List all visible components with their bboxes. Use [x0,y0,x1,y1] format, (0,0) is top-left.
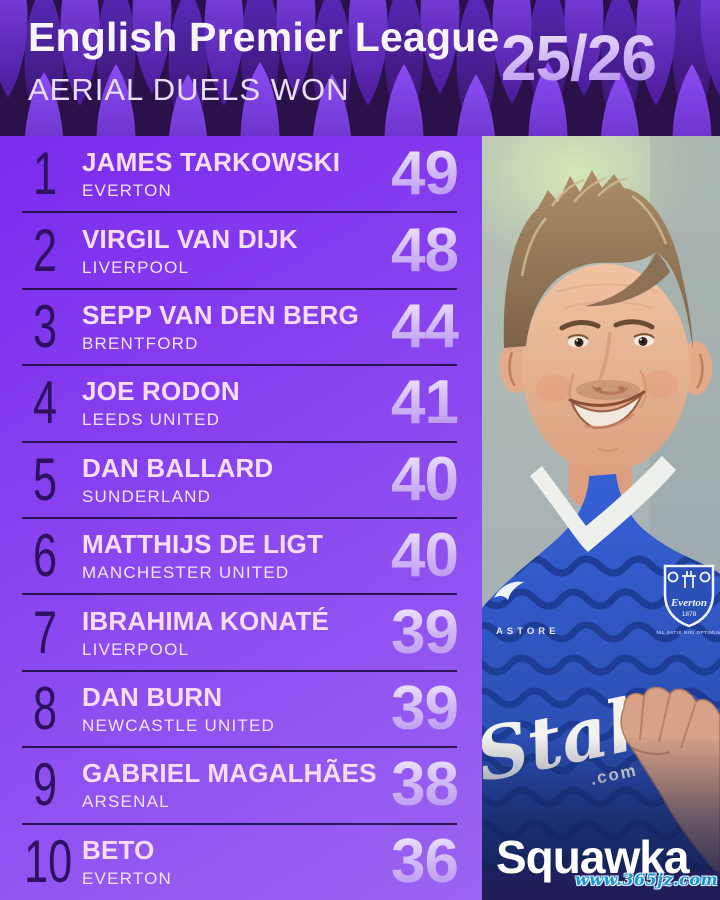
stat-value: 40 [391,525,482,587]
player-name: BETO [82,834,155,865]
table-row: 10 BETO EVERTON 36 [0,824,482,900]
rank-number: 3 [32,293,58,361]
player-name: IBRAHIMA KONATÉ [82,605,330,636]
club-name: NEWCASTLE UNITED [82,716,275,736]
row-divider [22,364,457,367]
svg-text:ASTORE: ASTORE [496,626,559,637]
player-photo: ASTORE Everton 1878 NIL SATIS NISI OPTIM… [482,136,720,900]
player-eyes [559,319,655,348]
stat-value: 40 [391,448,482,511]
player-name: SEPP VAN DEN BERG [82,300,359,331]
season-label: 25/26 [500,22,657,94]
player-name: JAMES TARKOWSKI [82,147,341,178]
row-divider [22,746,457,749]
row-divider [22,822,457,825]
stat-value: 41 [391,372,482,434]
rank-number: 8 [32,675,58,743]
stat-subtitle: AERIAL DUELS WON [28,72,350,107]
stat-value: 38 [391,754,482,816]
player-name: GABRIEL MAGALHÃES [82,758,377,789]
player-name: DAN BALLARD [82,452,274,483]
stat-value: 36 [391,830,482,893]
shirt-collar [530,456,676,552]
table-row: 3 SEPP VAN DEN BERG BRENTFORD 44 [0,289,482,367]
row-divider [22,593,457,596]
row-divider [22,440,457,443]
squawka-logo: Squawka [496,831,689,883]
table-row: 9 GABRIEL MAGALHÃES ARSENAL 38 [0,747,482,825]
rank-number: 6 [32,522,58,590]
everton-crest: Everton 1878 NIL SATIS NISI OPTIMUM [656,564,720,635]
table-row: 7 IBRAHIMA KONATÉ LIVERPOOL 39 [0,594,482,672]
player-hair [503,170,693,350]
club-name: EVERTON [82,181,172,201]
rank-number: 7 [32,598,58,666]
row-divider [22,669,457,672]
stat-value: 44 [391,296,482,358]
header-pattern [0,0,720,136]
castore-logo-icon: ASTORE [494,581,559,637]
stat-value: 39 [391,678,482,740]
table-row: 8 DAN BURN NEWCASTLE UNITED 39 [0,671,482,749]
player-smile [568,390,646,452]
stat-value: 39 [391,601,482,664]
svg-text:NIL SATIS NISI OPTIMUM: NIL SATIS NISI OPTIMUM [656,630,720,635]
photo-bottom-tint [482,871,720,900]
rank-number: 2 [32,216,58,284]
svg-text:1878: 1878 [682,611,697,618]
stat-value: 49 [391,143,482,205]
player-nose [592,331,628,395]
club-name: ARSENAL [82,792,170,812]
row-divider [22,517,457,520]
table-row: 5 DAN BALLARD SUNDERLAND 40 [0,442,482,520]
club-name: LIVERPOOL [82,639,190,659]
svg-text:Everton: Everton [670,597,707,609]
table-row: 6 MATTHIJS DE LIGT MANCHESTER UNITED 40 [0,518,482,596]
beard-stubble [522,380,690,472]
header-banner: English Premier League AERIAL DUELS WON … [0,0,720,136]
player-name: MATTHIJS DE LIGT [82,529,324,560]
club-name: EVERTON [82,868,172,888]
ranking-list: 1 JAMES TARKOWSKI EVERTON 49 2 VIRGIL VA… [0,136,482,900]
club-name: BRENTFORD [82,334,199,354]
club-name: SUNDERLAND [82,486,212,506]
club-name: LEEDS UNITED [82,410,221,430]
rank-number: 5 [32,445,58,513]
watermark: www.365jz.com [575,870,718,889]
page-title: English Premier League [28,14,500,60]
club-name: MANCHESTER UNITED [82,563,290,583]
rank-number: 10 [24,827,73,895]
player-name: JOE RODON [82,376,240,407]
player-name: VIRGIL VAN DIJK [82,223,298,254]
rank-number: 9 [32,751,58,819]
table-row: 1 JAMES TARKOWSKI EVERTON 49 [0,136,482,214]
player-name: DAN BURN [82,682,223,713]
rank-number: 4 [32,369,58,437]
table-row: 4 JOE RODON LEEDS UNITED 41 [0,365,482,443]
table-row: 2 VIRGIL VAN DIJK LIVERPOOL 48 [0,212,482,290]
stat-value: 48 [391,219,482,282]
row-divider [22,211,457,214]
rank-number: 1 [32,140,58,208]
row-divider [22,287,457,290]
club-name: LIVERPOOL [82,257,190,277]
